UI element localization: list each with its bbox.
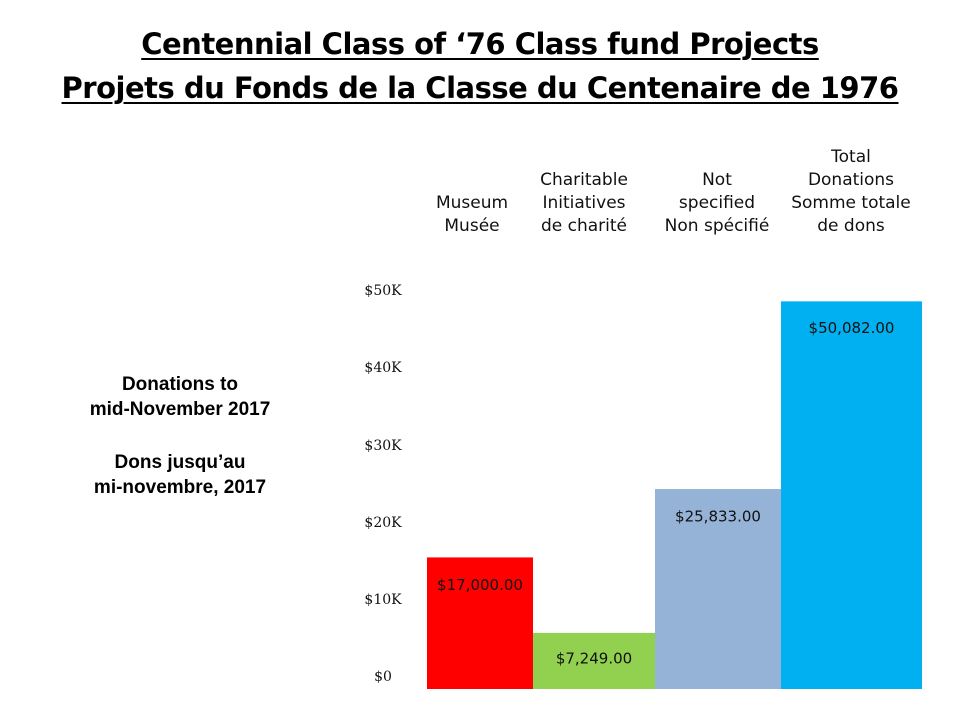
category-label: Somme totale xyxy=(791,193,911,213)
category-label: Not xyxy=(702,170,732,190)
bar xyxy=(781,301,922,689)
data-label: $17,000.00 xyxy=(437,576,523,594)
note-english-line2: mid-November 2017 xyxy=(89,399,271,420)
data-label: $25,833.00 xyxy=(675,508,761,526)
data-label: $50,082.00 xyxy=(809,319,895,337)
y-tick-label: $50K xyxy=(364,283,402,299)
y-tick-label: $20K xyxy=(364,515,402,531)
y-tick-label: $30K xyxy=(364,438,402,454)
note-french-line1: Dons jusqu’au xyxy=(114,452,246,473)
data-label: $7,249.00 xyxy=(556,649,632,667)
donations-period-note: Donations to mid-November 2017 Dons jusq… xyxy=(30,372,330,500)
bar xyxy=(533,632,655,689)
category-label: Initiatives xyxy=(542,193,625,213)
category-label: specified xyxy=(679,193,755,213)
category-label: Musée xyxy=(444,216,499,236)
category-label: Museum xyxy=(436,193,508,213)
title-line-english: Centennial Class of ‘76 Class fund Proje… xyxy=(141,27,819,61)
bar xyxy=(655,489,781,689)
note-english-line1: Donations to xyxy=(121,374,239,395)
y-tick-label: $0 xyxy=(374,669,392,685)
category-label: Non spécifié xyxy=(665,216,770,236)
title-line-french: Projets du Fonds de la Classe du Centena… xyxy=(61,71,899,105)
note-french-line2: mi-novembre, 2017 xyxy=(93,477,267,498)
chart-title: Centennial Class of ‘76 Class fund Proje… xyxy=(0,22,960,110)
category-label: Charitable xyxy=(540,170,628,190)
y-tick-label: $40K xyxy=(364,360,402,376)
category-label: de dons xyxy=(817,216,885,236)
bar xyxy=(427,557,533,689)
y-tick-label: $10K xyxy=(364,592,402,608)
category-label: Total xyxy=(830,147,871,167)
category-label: Donations xyxy=(808,170,894,190)
category-label: de charité xyxy=(541,216,627,236)
